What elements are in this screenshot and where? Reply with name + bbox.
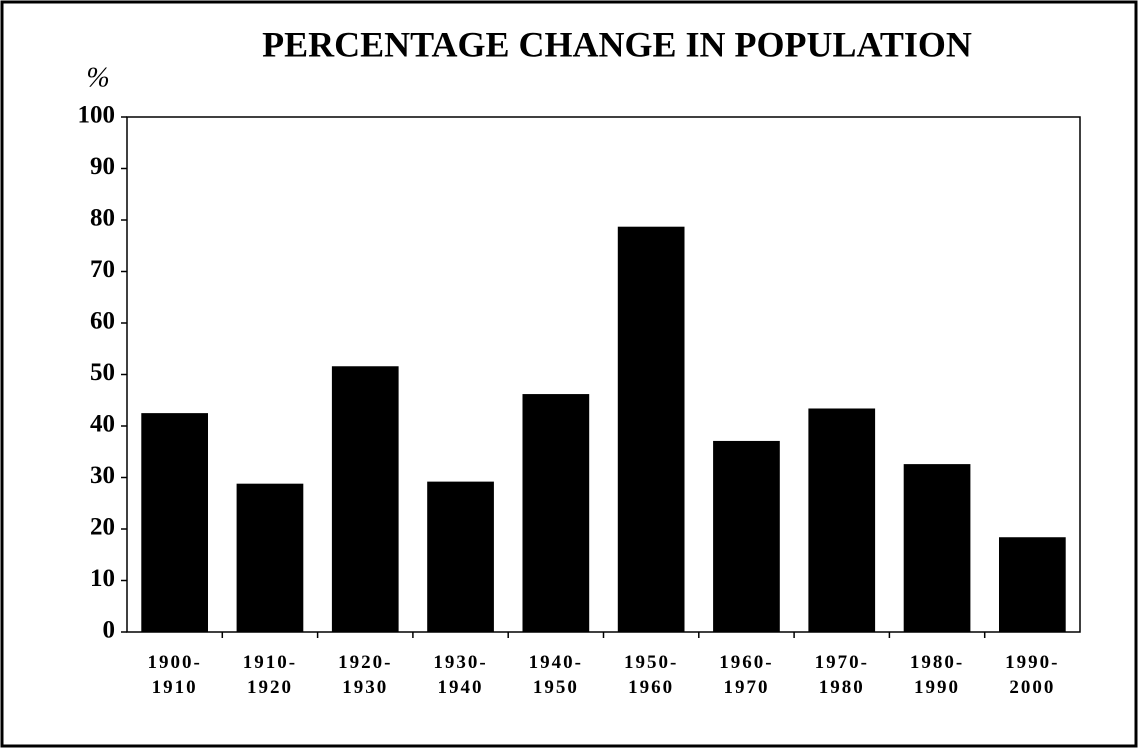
x-tick-label: 1920- 1930: [338, 652, 393, 698]
y-axis-label: %: [86, 62, 109, 93]
y-tick-label: 70: [90, 256, 115, 283]
x-tick-label: 1980- 1990: [909, 652, 965, 698]
bar: [998, 537, 1066, 632]
y-tick-label: 80: [90, 205, 115, 232]
bar: [713, 440, 780, 632]
bar: [522, 394, 590, 632]
bar: [236, 483, 304, 632]
bar: [903, 464, 971, 632]
y-tick-label: 10: [90, 565, 115, 592]
x-tick-label: 1970- 1980: [814, 652, 869, 698]
y-tick-label: 100: [78, 102, 116, 129]
y-tick-label: 50: [90, 359, 115, 386]
x-tick-label: 1950- 1960: [623, 652, 679, 698]
y-tick-label: 90: [90, 153, 115, 180]
y-tick-label: 0: [103, 617, 116, 644]
bar: [427, 481, 494, 632]
x-tick-label: 1960- 1970: [719, 652, 774, 698]
y-tick-label: 30: [90, 462, 115, 489]
bar: [331, 366, 399, 632]
x-tick-label: 1990- 2000: [1005, 652, 1060, 698]
y-tick-label: 40: [90, 411, 115, 438]
x-tick-label: 1940- 1950: [528, 652, 583, 698]
bar: [617, 226, 685, 632]
bar: [808, 408, 876, 632]
chart-title: PERCENTAGE CHANGE IN POPULATION: [262, 24, 972, 64]
x-tick-label: 1900- 1910: [147, 652, 202, 698]
y-tick-label: 60: [90, 308, 115, 335]
bar: [141, 413, 209, 632]
x-tick-label: 1930- 1940: [433, 652, 488, 698]
y-tick-label: 20: [90, 514, 115, 541]
x-tick-label: 1910- 1920: [242, 652, 298, 698]
